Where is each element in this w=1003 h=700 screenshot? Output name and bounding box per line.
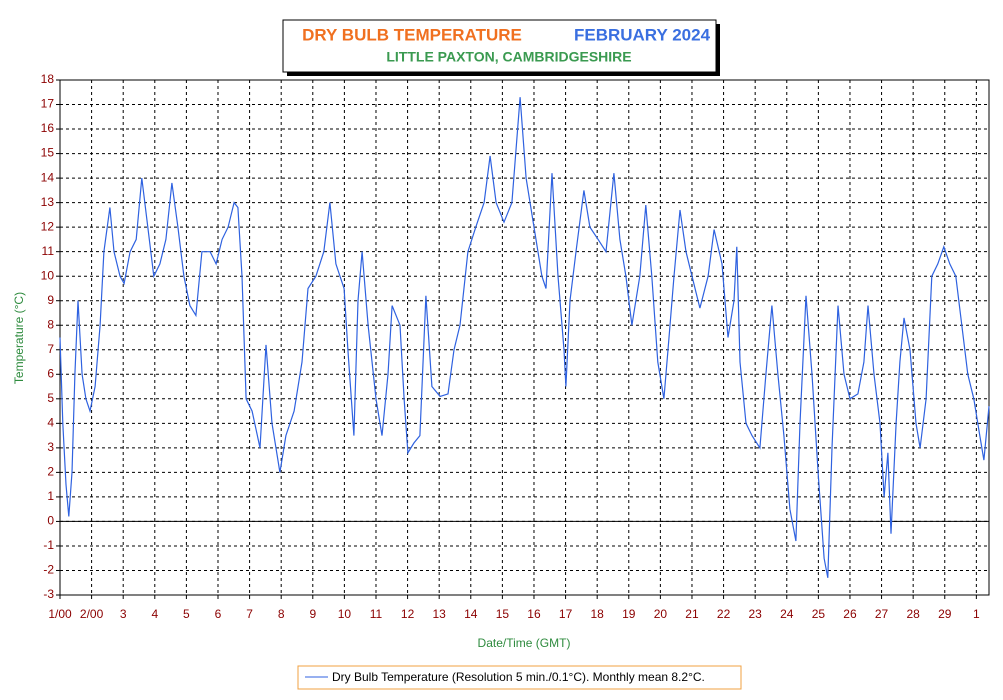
x-tick-label: 11 [370,607,383,621]
x-tick-label: 1 [973,607,980,621]
x-tick-label: 19 [622,607,636,621]
y-tick-label: 14 [41,170,55,184]
chart-title-period: FEBRUARY 2024 [574,25,711,44]
y-tick-label: 18 [41,72,55,86]
title-box [282,19,717,73]
x-tick-label: 6 [215,607,222,621]
x-tick-label: 13 [433,607,447,621]
y-tick-label: 8 [47,317,54,331]
y-tick-label: 6 [47,366,54,380]
y-tick-label: 5 [47,391,54,405]
y-tick-label: 0 [47,514,54,528]
y-tick-label: 9 [47,293,54,307]
x-tick-label: 21 [685,607,699,621]
x-tick-label: 12 [401,607,415,621]
chart-subtitle: LITTLE PAXTON, CAMBRIDGESHIRE [386,49,631,65]
x-tick-label: 1/00 [48,607,72,621]
x-tick-label: 28 [906,607,920,621]
x-tick-label: 20 [654,607,668,621]
x-tick-label: 8 [278,607,285,621]
x-tick-label: 29 [938,607,952,621]
x-tick-label: 5 [183,607,190,621]
y-tick-label: 10 [41,268,55,282]
x-tick-label: 25 [812,607,826,621]
x-tick-label: 18 [590,607,604,621]
series-line [59,97,990,578]
chart-title: DRY BULB TEMPERATURE [302,25,522,44]
y-tick-label: 4 [47,416,54,430]
x-tick-label: 15 [496,607,510,621]
x-tick-label: 9 [309,607,316,621]
y-tick-label: 3 [47,440,54,454]
x-tick-label: 23 [748,607,762,621]
x-tick-label: 3 [120,607,127,621]
x-tick-label: 10 [338,607,352,621]
x-tick-label: 24 [780,607,794,621]
x-tick-label: 17 [559,607,573,621]
x-tick-label: 2/00 [80,607,104,621]
plot-background [60,80,989,595]
y-tick-label: 7 [47,342,54,356]
legend [297,665,742,690]
x-tick-label: 7 [246,607,253,621]
x-tick-label: 27 [875,607,889,621]
x-tick-label: 26 [843,607,857,621]
legend-label: Dry Bulb Temperature (Resolution 5 min./… [332,670,705,684]
x-tick-label: 16 [527,607,541,621]
y-tick-label: 15 [41,146,55,160]
y-tick-label: 11 [42,244,55,258]
y-tick-label: 12 [41,219,55,233]
y-tick-label: -3 [43,587,54,601]
y-tick-label: 16 [41,121,55,135]
x-tick-label: 22 [717,607,731,621]
x-tick-label: 4 [151,607,158,621]
y-tick-label: 13 [41,195,55,209]
y-tick-label: -2 [43,563,54,577]
x-tick-label: 14 [464,607,478,621]
y-tick-label: 1 [47,489,54,503]
y-tick-label: -1 [43,538,54,552]
y-tick-label: 2 [47,465,54,479]
y-tick-label: 17 [41,97,55,111]
y-axis-label: Temperature (°C) [12,292,26,384]
x-axis-label: Date/Time (GMT) [478,636,571,650]
